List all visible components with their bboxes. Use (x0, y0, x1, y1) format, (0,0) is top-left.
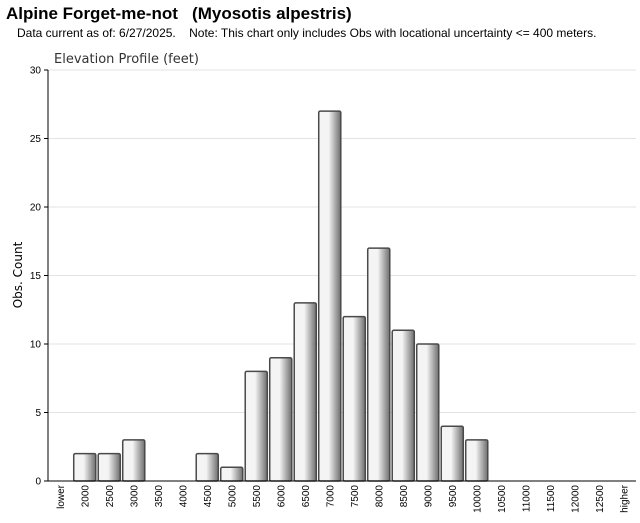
bar (342, 315, 367, 482)
x-tick-label: 5000 (227, 485, 238, 508)
x-tick-label: 10000 (472, 485, 483, 513)
bar (391, 329, 416, 482)
bar (97, 452, 122, 482)
x-tick-label: 5500 (252, 485, 263, 508)
x-tick-label: 9000 (423, 485, 434, 508)
bars (72, 110, 489, 482)
x-tick-label: higher (619, 484, 630, 512)
x-tick-label: lower (56, 484, 67, 509)
y-tick-label: 0 (35, 477, 41, 488)
x-tick-label: 3500 (154, 485, 165, 508)
y-tick-label: 20 (30, 203, 42, 214)
x-tick-label: 6500 (301, 485, 312, 508)
chart-title: Elevation Profile (feet) (54, 52, 199, 67)
x-tick-label: 10500 (497, 485, 508, 513)
y-tick-label: 15 (30, 271, 42, 282)
bar (268, 356, 293, 482)
x-tick-label: 2000 (80, 485, 91, 508)
x-tick-label: 4500 (203, 485, 214, 508)
bar (366, 247, 391, 482)
y-tick-label: 10 (30, 340, 42, 351)
x-tick-labels: lower 2000 2500 3000 3500 4000 4500 5000 5500 600… (56, 484, 631, 512)
bar (219, 466, 244, 482)
x-tick-label: 7000 (325, 485, 336, 508)
x-tick-label: 2500 (105, 485, 116, 508)
x-tick-label: 11000 (521, 485, 532, 513)
x-tick-label: 12000 (570, 485, 581, 513)
bar (244, 370, 269, 482)
bar (195, 452, 220, 482)
bar (121, 439, 146, 482)
x-tick-label: 7500 (350, 485, 361, 508)
bar (72, 452, 97, 482)
axes (47, 70, 636, 482)
y-tick-label: 30 (30, 66, 42, 77)
x-tick-label: 3000 (129, 485, 140, 508)
bar (440, 425, 465, 482)
y-tick-label: 5 (35, 408, 41, 419)
bar (317, 110, 342, 482)
x-tick-label: 11500 (546, 485, 557, 513)
y-tick-label: 25 (30, 134, 42, 145)
y-axis-label: Obs. Count (11, 241, 25, 308)
bar (415, 343, 440, 482)
x-tick-label: 12500 (595, 485, 606, 513)
page-title: Alpine Forget-me-not (Myosotis alpestris… (6, 4, 352, 23)
x-tick-label: 9500 (448, 485, 459, 508)
x-tick-label: 6000 (276, 485, 287, 508)
bar (464, 439, 489, 482)
x-tick-label: 8000 (374, 485, 385, 508)
gridlines (44, 69, 636, 482)
bar (293, 302, 318, 482)
y-tick-labels: 0 5 10 15 20 25 30 (30, 66, 42, 488)
page-subtitle: Data current as of: 6/27/2025. Note: Thi… (17, 26, 597, 40)
x-tick-label: 4000 (178, 485, 189, 508)
x-tick-label: 8500 (399, 485, 410, 508)
